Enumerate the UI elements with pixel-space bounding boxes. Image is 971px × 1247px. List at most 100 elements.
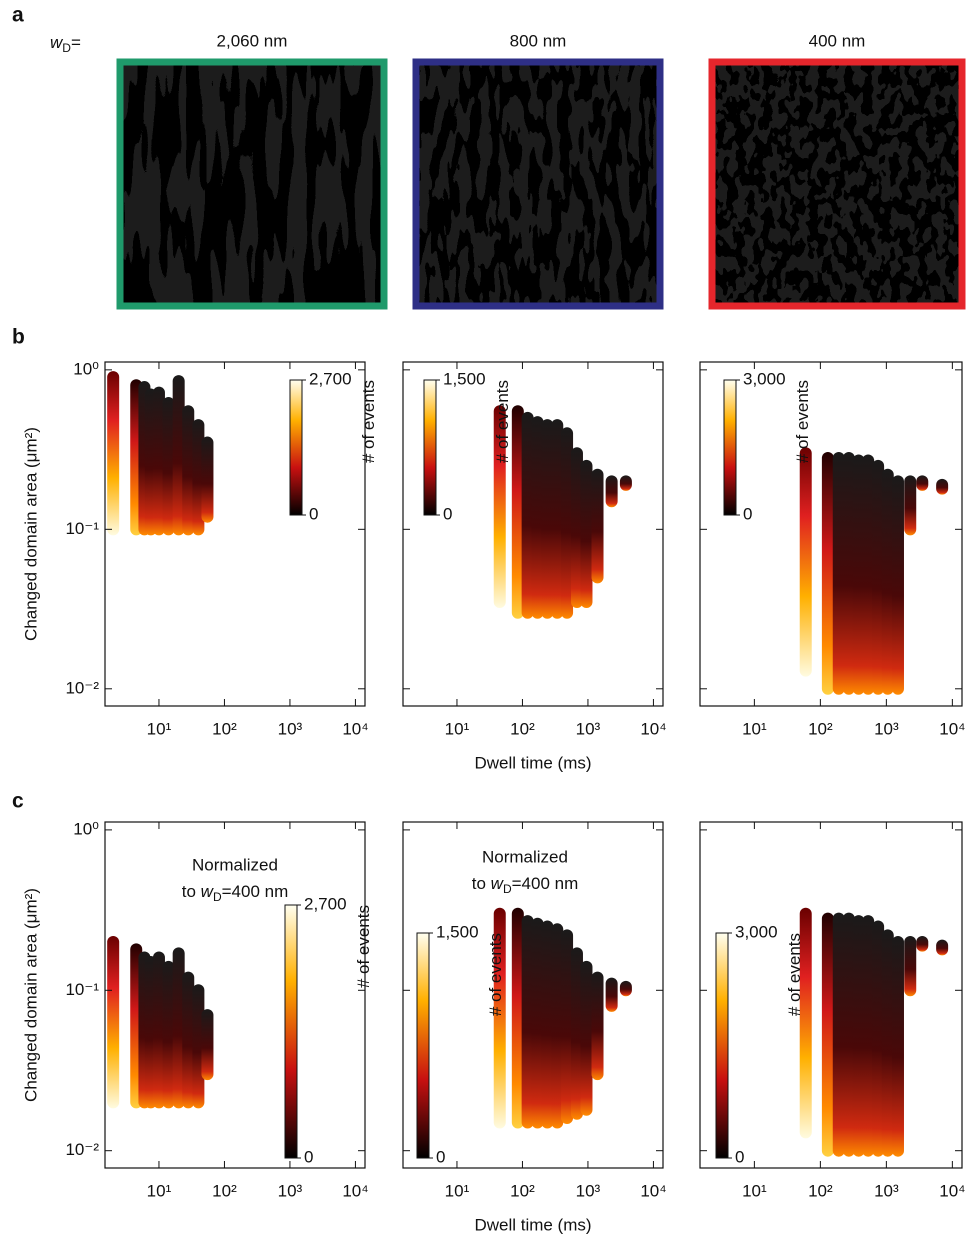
x-axis-label: Dwell time (ms) [474,1215,591,1234]
event-cluster [551,419,564,619]
event-cluster [862,454,875,695]
x-tick-label: 10² [510,1181,535,1200]
event-cluster [580,960,593,1116]
colorbar [423,379,437,516]
y-axis-label: Changed domain area (μm²) [21,888,40,1102]
x-tick-label: 10² [212,1181,237,1200]
x-tick-label: 10² [808,1181,833,1200]
event-cluster [580,459,593,609]
event-cluster [842,452,855,695]
image-border [412,58,664,310]
colorbar-tick-label: 1,500 [436,922,479,941]
event-cluster [619,475,632,491]
colorbar-label: # of events [359,380,378,463]
plot-frame [699,821,963,1169]
event-cluster [821,912,834,1157]
event-cluster [936,939,949,956]
plot-frame [402,821,664,1169]
x-tick-label: 10² [808,719,833,738]
event-cluster [162,396,175,536]
colorbar-label: # of events [493,380,512,463]
x-tick-label: 10⁴ [342,1181,368,1200]
event-cluster [852,915,865,1157]
event-cluster [872,920,885,1157]
event-cluster [852,454,865,695]
colorbar-label: # of events [486,933,505,1016]
event-cluster [107,936,120,1109]
colorbar-tick-label: 0 [436,1147,445,1166]
x-tick-label: 10⁴ [342,719,368,738]
y-tick-label: 10⁰ [73,819,99,838]
y-tick-label: 10⁰ [73,359,99,378]
colorbar-tick-label: 0 [304,1147,313,1166]
image-title: 800 nm [510,31,567,50]
annotation-part: w [491,874,505,893]
event-cluster [936,478,949,495]
wd-label: wD= [50,33,81,55]
annotation: to wD=400 nm [182,882,289,904]
panel-letter: a [12,4,24,27]
x-tick-label: 10¹ [742,1181,767,1200]
event-cluster [541,419,554,619]
event-cluster [570,447,583,609]
x-tick-label: 10⁴ [640,1181,666,1200]
y-tick-label: 10⁻² [65,678,99,697]
image-border [708,58,966,310]
domain-texture [709,59,965,309]
event-cluster [904,475,917,536]
colorbar-tick-label: 3,000 [743,369,786,388]
event-cluster [570,947,583,1120]
x-tick-label: 10³ [576,1181,601,1200]
x-tick-label: 10¹ [742,719,767,738]
event-cluster [862,915,875,1157]
event-cluster [904,936,917,997]
colorbar-label: # of events [785,933,804,1016]
event-cluster [832,452,845,695]
x-tick-label: 10² [212,719,237,738]
x-tick-label: 10⁴ [939,719,965,738]
x-tick-label: 10¹ [147,719,172,738]
plot-frame [104,821,366,1169]
event-cluster [511,405,524,619]
colorbar-tick-label: 0 [735,1147,744,1166]
event-cluster [891,475,904,695]
plot-frame [402,361,664,707]
annotation-part: D [503,882,512,896]
colorbar-tick-label: 1,500 [443,369,486,388]
event-cluster [842,912,855,1157]
x-tick-label: 10³ [278,719,303,738]
event-cluster [172,947,185,1109]
event-cluster [531,917,544,1129]
event-cluster [182,971,195,1109]
x-tick-label: 10¹ [147,1181,172,1200]
colorbar [289,379,303,516]
event-cluster [619,980,632,997]
annotation-part: =400 nm [222,882,289,901]
annotation: to wD=400 nm [472,874,579,896]
annotation-part: to [182,882,201,901]
x-tick-label: 10³ [278,1181,303,1200]
y-tick-label: 10⁻¹ [65,519,99,538]
colorbar [284,904,298,1159]
event-cluster [821,452,834,695]
event-cluster [493,405,506,609]
event-cluster [511,907,524,1129]
event-cluster [799,447,812,677]
event-cluster [799,907,812,1139]
event-cluster [591,468,604,584]
x-tick-label: 10³ [874,719,899,738]
panel-letter: b [12,326,25,349]
event-cluster [916,936,929,952]
annotation-part: D [213,890,222,904]
x-axis-label: Dwell time (ms) [474,753,591,772]
event-cluster [591,971,604,1081]
colorbar [723,379,737,516]
x-tick-label: 10¹ [445,719,470,738]
event-cluster [605,977,618,1012]
annotation: Normalized [482,847,568,866]
eq: = [71,33,81,52]
event-cluster [916,475,929,491]
annotation: Normalized [192,855,278,874]
